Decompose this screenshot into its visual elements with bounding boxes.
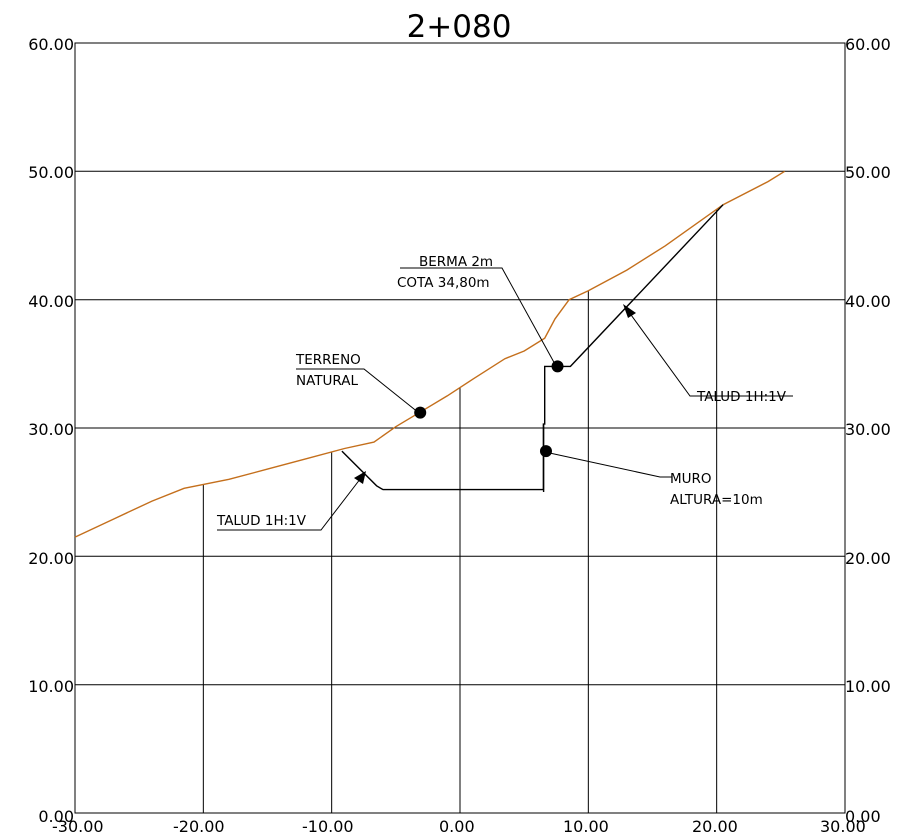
- x-tick-label: 10.00: [563, 817, 609, 836]
- y-tick-label: 10.00: [28, 677, 74, 696]
- talud-right-arrowhead: [623, 304, 636, 318]
- y-tick-label: 60.00: [28, 35, 74, 54]
- x-tick-label: -30.00: [52, 817, 104, 836]
- talud-left-label: TALUD 1H:1V: [216, 513, 307, 529]
- y-tick-label: 20.00: [845, 549, 891, 568]
- berma-label-line1: BERMA 2m: [419, 254, 493, 270]
- x-axis-ticks: -30.00 -20.00 -10.00 0.00 10.00 20.00 30…: [52, 817, 866, 836]
- terreno-leader: [296, 368, 420, 414]
- natural-ground-line: [74, 170, 786, 538]
- y-tick-label: 0.00: [845, 807, 881, 826]
- y-tick-label: 30.00: [845, 420, 891, 439]
- y-tick-label: 40.00: [845, 292, 891, 311]
- marker-point: [414, 406, 427, 419]
- talud-left-leader: [217, 473, 365, 531]
- y-axis-right-ticks: 0.00 10.00 20.00 30.00 40.00 50.00 60.00: [845, 35, 891, 826]
- y-tick-label: 30.00: [28, 420, 74, 439]
- design-cut-line: [341, 204, 724, 491]
- annotation-terreno: TERRENO NATURAL: [295, 352, 420, 414]
- annotation-muro: MURO ALTURA=10m: [544, 451, 763, 508]
- muro-label-line1: MURO: [670, 471, 712, 487]
- y-tick-label: 50.00: [28, 163, 74, 182]
- x-tick-label: 0.00: [439, 817, 475, 836]
- talud-right-leader: [625, 307, 793, 397]
- x-tick-label: 20.00: [692, 817, 738, 836]
- y-tick-label: 20.00: [28, 549, 74, 568]
- y-tick-label: 60.00: [845, 35, 891, 54]
- marker-points: [414, 360, 564, 458]
- marker-point: [539, 445, 552, 458]
- talud-left-arrowhead: [354, 471, 366, 484]
- y-tick-label: 0.00: [38, 807, 74, 826]
- berma-leader: [400, 267, 557, 367]
- annotation-talud-right: TALUD 1H:1V: [623, 304, 793, 405]
- annotation-talud-left: TALUD 1H:1V: [216, 471, 366, 531]
- marker-point: [551, 360, 564, 373]
- y-tick-label: 10.00: [845, 677, 891, 696]
- station-verticals: [202, 209, 718, 813]
- y-axis-left-ticks: 0.00 10.00 20.00 30.00 40.00 50.00 60.00: [28, 35, 74, 826]
- x-tick-label: -10.00: [302, 817, 354, 836]
- berma-label-line2: COTA 34,80m: [397, 275, 490, 291]
- x-tick-label: 30.00: [820, 817, 866, 836]
- terreno-label-line2: NATURAL: [296, 373, 358, 389]
- muro-leader: [544, 451, 672, 478]
- x-tick-label: -20.00: [173, 817, 225, 836]
- y-tick-label: 50.00: [845, 163, 891, 182]
- section-title: 2+080: [407, 9, 512, 45]
- terreno-label-line1: TERRENO: [295, 352, 361, 368]
- muro-label-line2: ALTURA=10m: [670, 492, 763, 508]
- y-tick-label: 40.00: [28, 292, 74, 311]
- talud-right-label: TALUD 1H:1V: [696, 389, 787, 405]
- annotation-berma: BERMA 2m COTA 34,80m: [397, 254, 557, 367]
